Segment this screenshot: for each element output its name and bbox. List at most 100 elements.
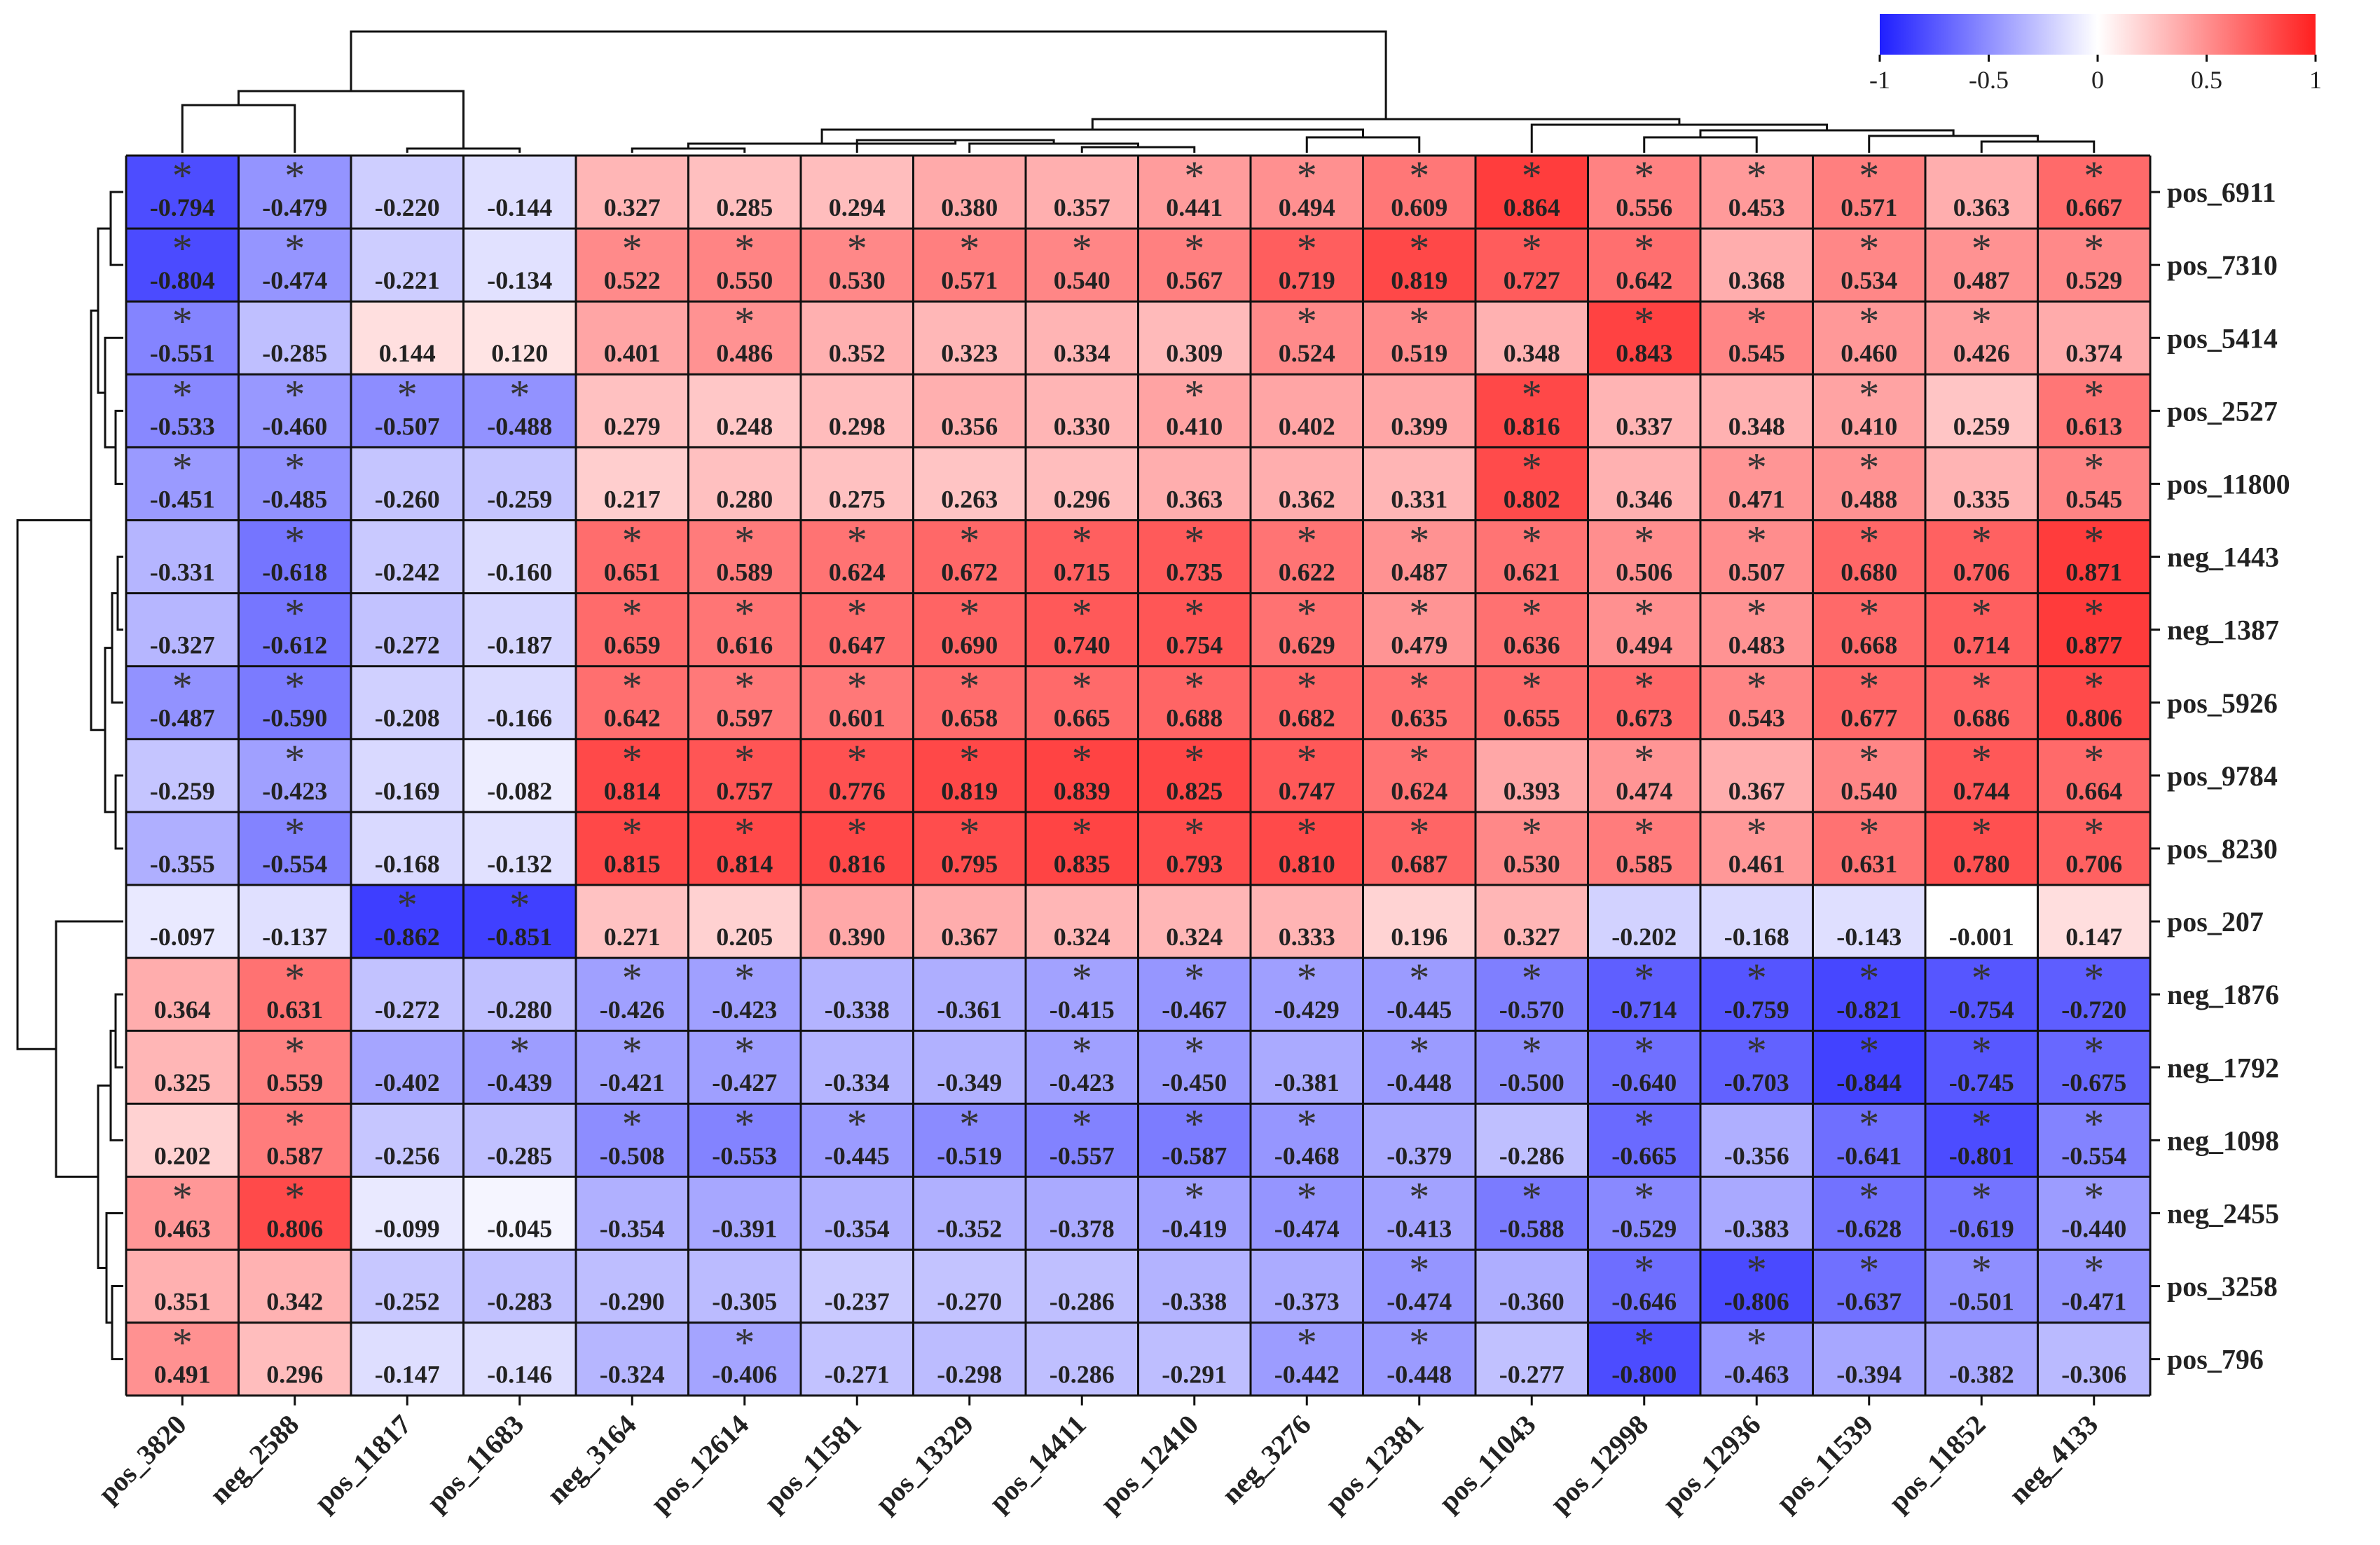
cell-value: 0.337 [1616,412,1672,440]
significance-marker: * [1522,371,1542,417]
significance-marker: * [734,1028,755,1073]
dendrogram-branch [111,1285,123,1361]
row-label: pos_5414 [2167,322,2278,354]
significance-marker: * [1972,591,1992,636]
cell-value: 0.810 [1279,850,1335,878]
significance-marker: * [1522,809,1542,855]
cell-value: 0.488 [1841,485,1897,513]
heatmap-cell [1026,739,1139,812]
cell-value: 0.309 [1166,339,1223,367]
heatmap-cell [801,958,914,1031]
significance-marker: * [1297,153,1317,198]
column-label: neg_3276 [1216,1408,1317,1510]
heatmap-cell [1363,447,1476,521]
heatmap-cell [351,447,464,521]
heatmap-cell [351,1249,464,1323]
heatmap-cell [463,958,576,1031]
significance-marker: * [1859,736,1879,782]
heatmap-cell [238,885,351,959]
heatmap-cell [913,1176,1026,1250]
significance-marker: * [847,736,867,782]
significance-marker: * [1972,1174,1992,1219]
heatmap-cell [1812,666,1925,739]
significance-marker: * [284,444,305,490]
heatmap-cell [463,447,576,521]
heatmap-cell [2037,811,2150,885]
heatmap-cell [913,811,1026,885]
heatmap-cell [238,301,351,375]
significance-marker: * [1859,298,1879,344]
dendrogram-branch [109,191,123,266]
cell-value: 0.664 [2065,777,2122,805]
cell-value: 0.507 [1728,558,1785,586]
significance-marker: * [284,664,305,709]
heatmap-cell [463,666,576,739]
heatmap-cell [1026,228,1139,302]
heatmap-cell [2037,374,2150,448]
significance-marker: * [1409,736,1429,782]
heatmap-cell [1026,1322,1139,1396]
heatmap-cell [1476,593,1588,666]
row-label: pos_6911 [2167,177,2276,208]
cell-value: 0.144 [379,339,436,367]
heatmap-cell [1700,1031,1813,1104]
column-label: pos_11581 [758,1408,867,1518]
cell-value: -0.460 [262,412,327,440]
heatmap-cell [1588,958,1700,1031]
cell-value: 0.545 [1728,339,1785,367]
heatmap-cell [913,958,1026,1031]
significance-marker: * [622,1101,642,1146]
cell-value: -0.806 [1724,1288,1789,1316]
heatmap-cell [1251,666,1363,739]
significance-marker: * [1859,518,1879,563]
cell-value: 0.410 [1166,412,1223,440]
heatmap-cell [126,593,239,666]
significance-marker: * [622,226,642,271]
heatmap-cell [351,1104,464,1177]
heatmap-cell [576,811,689,885]
cell-value: -0.508 [600,1141,665,1169]
heatmap-cell [1812,958,1925,1031]
cell-value: 0.636 [1504,631,1560,659]
cell-value: -0.557 [1050,1141,1115,1169]
cell-value: -0.143 [1836,923,1901,951]
significance-marker: * [959,736,979,782]
cell-value: -0.487 [150,704,215,732]
cell-value: 0.624 [829,558,886,586]
heatmap-cell [1700,156,1813,229]
cell-value: 0.814 [604,777,661,805]
cell-value: 0.624 [1391,777,1447,805]
heatmap-cell [1700,593,1813,666]
significance-marker: * [1747,1320,1767,1366]
significance-marker: * [1747,809,1767,855]
heatmap-cell [1363,885,1476,959]
cell-value: 0.348 [1504,339,1560,367]
cell-value: 0.367 [941,923,998,951]
heatmap-cell [1476,885,1588,959]
significance-marker: * [1634,955,1654,1001]
heatmap-cell [801,447,914,521]
cell-value: 0.659 [604,631,661,659]
cell-value: -0.587 [1162,1141,1227,1169]
heatmap-cell [688,1031,801,1104]
heatmap-cell [2037,885,2150,959]
dendrogram-branch [105,1211,123,1324]
heatmap-cell [688,228,801,302]
significance-marker: * [1409,518,1429,563]
heatmap-cell [688,374,801,448]
heatmap-cell [1700,958,1813,1031]
dendrogram-branch [406,147,521,153]
cell-value: 0.747 [1279,777,1335,805]
heatmap-cell [238,1249,351,1323]
significance-marker: * [1522,153,1542,198]
heatmap-cell [1026,811,1139,885]
heatmap-cell [801,374,914,448]
heatmap-cell [1363,1249,1476,1323]
cell-value: 0.390 [829,923,886,951]
heatmap-cell [238,228,351,302]
significance-marker: * [1859,1028,1879,1073]
heatmap-cell [2037,1249,2150,1323]
significance-marker: * [1522,591,1542,636]
significance-marker: * [1747,1028,1767,1073]
